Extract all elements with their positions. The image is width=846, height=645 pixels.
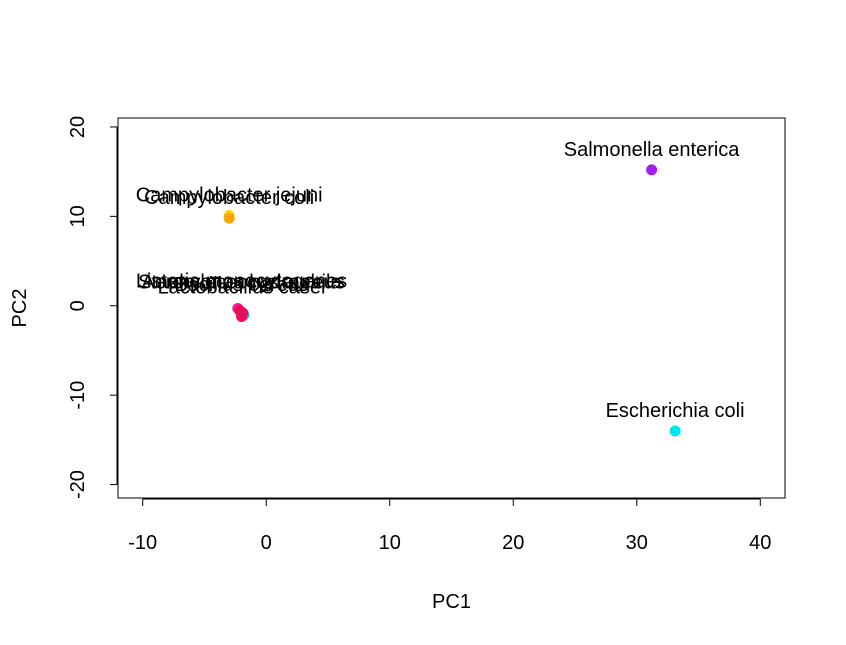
- data-point: [646, 164, 658, 176]
- x-tick-label: 30: [626, 532, 648, 554]
- y-tick-label: 20: [67, 116, 89, 138]
- point-label: Campylobacter coli: [144, 187, 314, 209]
- data-point: [669, 425, 681, 437]
- overlap-label: Listeria monocytogenes: [136, 270, 347, 292]
- overlap-label: Bacillus cereus: [174, 274, 309, 296]
- y-axis: -20 -10 0 10 20: [67, 116, 118, 499]
- y-tick-label: 0: [67, 300, 89, 311]
- overlap-label: Staphylococcus aureus: [138, 271, 345, 293]
- x-tick-label: 20: [502, 532, 524, 554]
- point-label: Salmonella enterica: [564, 139, 741, 161]
- data-point: [223, 212, 235, 224]
- data-points: [223, 164, 681, 437]
- x-tick-label: 10: [379, 532, 401, 554]
- data-point: [237, 307, 249, 319]
- x-tick-label: 40: [749, 532, 771, 554]
- y-tick-label: -20: [67, 470, 89, 499]
- overlap-label: Aeromonas hydrophila: [141, 271, 342, 293]
- y-axis-title: PC2: [9, 289, 31, 328]
- plot-frame: [117, 117, 786, 499]
- y-tick-label: -10: [67, 381, 89, 410]
- x-axis-title: PC1: [432, 591, 471, 613]
- point-label: Escherichia coli: [606, 400, 745, 422]
- y-tick-label: 10: [67, 205, 89, 227]
- x-axis: -10 0 10 20 30 40: [128, 498, 771, 554]
- x-tick-label: -10: [128, 532, 157, 554]
- x-tick-label: 0: [261, 532, 272, 554]
- overlap-label: Lactobacillus casei: [158, 277, 326, 299]
- point-label: Campylobacter jejuni: [136, 184, 323, 206]
